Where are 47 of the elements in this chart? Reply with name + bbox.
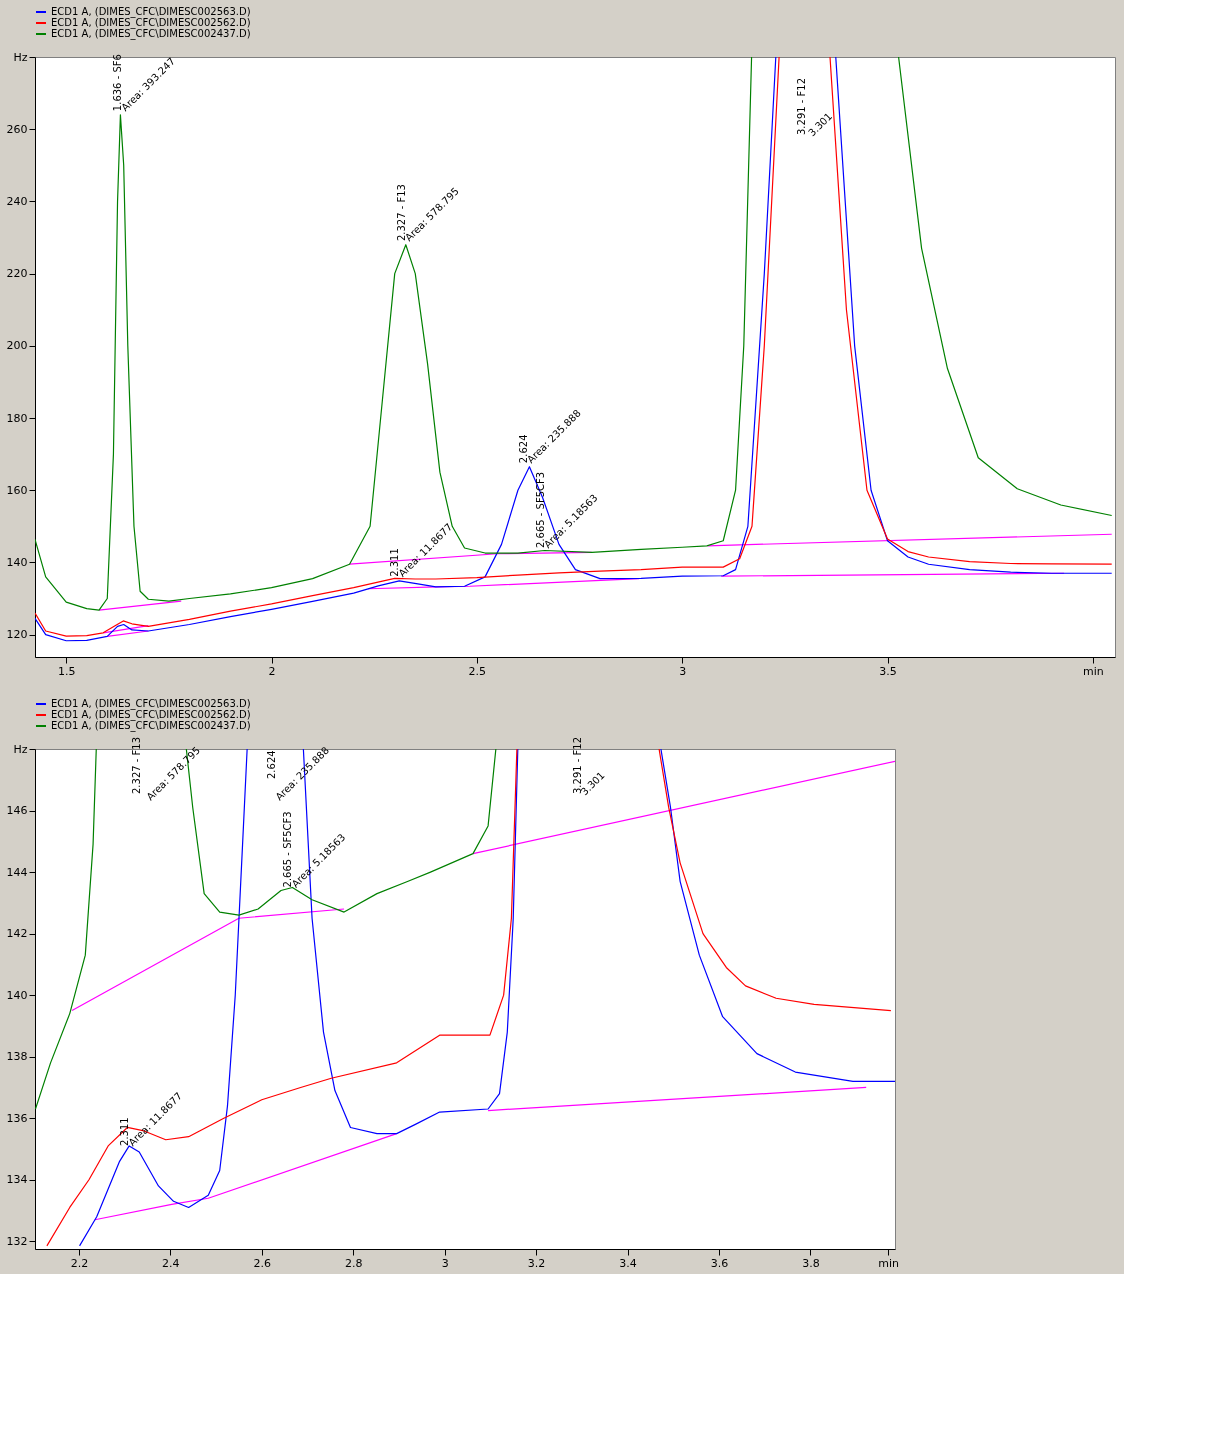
x-tick-label: 3.4 [619, 1256, 637, 1270]
legend-label: ECD1 A, (DIMES_CFC\DIMESC002562.D) [51, 17, 251, 29]
y-tick-label: 120 [6, 628, 28, 642]
y-tick-label: Hz [13, 50, 28, 64]
x-tick-label: 2.8 [344, 1256, 363, 1270]
x-tick-label: 3 [441, 1256, 449, 1270]
annotation: 2.327 - F13 [131, 736, 142, 794]
y-tick-label: 136 [6, 1111, 28, 1125]
x-tick-label: min [1082, 664, 1104, 678]
x-tick-label: 3 [679, 664, 687, 678]
y-tick-label: 240 [6, 194, 28, 208]
x-tick-label: 2 [268, 664, 276, 678]
y-tick-label: 142 [6, 927, 28, 941]
y-tick-label: 144 [6, 865, 28, 879]
y-tick-label: 134 [6, 1173, 28, 1187]
x-tick-label: 2.4 [162, 1256, 180, 1270]
annotation: 2.327 - F13 [395, 184, 407, 242]
legend-label: ECD1 A, (DIMES_CFC\DIMESC002437.D) [51, 720, 251, 732]
x-tick-label: 3.8 [802, 1256, 820, 1270]
x-tick-label: 1.5 [57, 664, 76, 678]
legend-label: ECD1 A, (DIMES_CFC\DIMESC002563.D) [51, 698, 251, 710]
annotation: 2.665 - SF5CF3 [534, 471, 546, 548]
x-tick-label: 2.5 [468, 664, 487, 678]
legend-label: ECD1 A, (DIMES_CFC\DIMESC002437.D) [51, 28, 251, 40]
x-tick-label: 2.6 [253, 1256, 272, 1270]
y-tick-label: 132 [6, 1234, 28, 1248]
x-tick-label: 3.6 [710, 1256, 729, 1270]
y-tick-label: 138 [6, 1050, 28, 1064]
y-tick-label: 146 [6, 804, 28, 818]
y-tick-label: 160 [6, 483, 28, 497]
y-tick-label: 140 [6, 988, 28, 1002]
y-tick-label: Hz [13, 742, 28, 756]
annotation: 2.624 [517, 434, 529, 464]
y-tick-label: 140 [6, 555, 28, 569]
y-tick-label: 200 [6, 339, 28, 353]
x-tick-label: 3.2 [527, 1256, 546, 1270]
annotation: 2.665 - SF5CF3 [282, 811, 294, 888]
x-tick-label: 2.2 [70, 1256, 89, 1270]
y-tick-label: 180 [6, 411, 28, 425]
x-tick-label: min [878, 1256, 900, 1270]
legend-label: ECD1 A, (DIMES_CFC\DIMESC002562.D) [51, 709, 251, 721]
y-tick-label: 220 [6, 267, 28, 281]
y-tick-label: 260 [6, 122, 28, 136]
annotation: 2.624 [266, 750, 278, 779]
annotation: 3.291 - F12 [795, 77, 807, 135]
legend-label: ECD1 A, (DIMES_CFC\DIMESC002563.D) [51, 6, 251, 18]
x-tick-label: 3.5 [879, 664, 897, 678]
